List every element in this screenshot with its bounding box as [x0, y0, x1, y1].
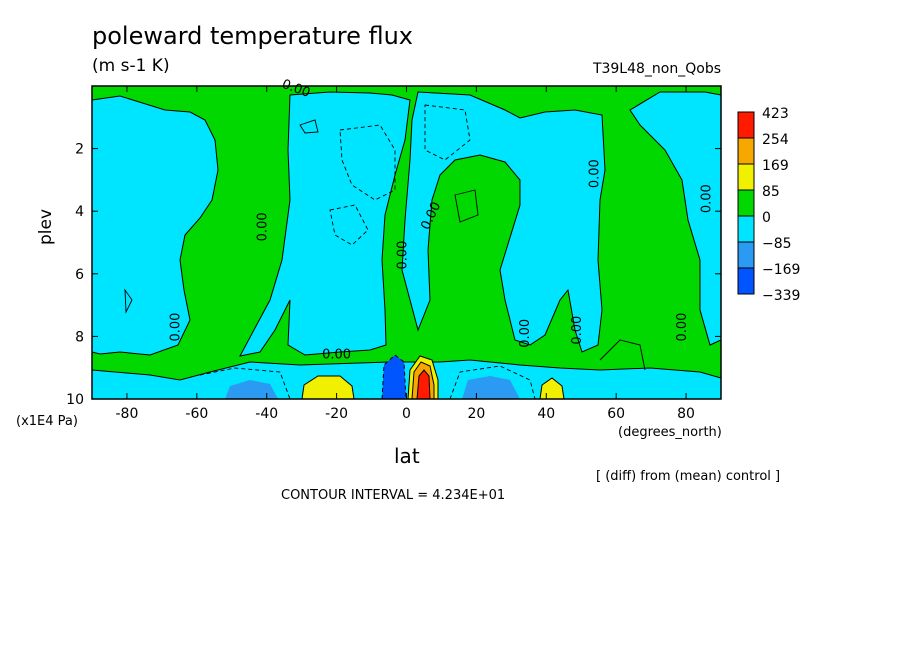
contour-label-2: 0.00 [322, 347, 351, 362]
contour-label-7: 0.00 [570, 316, 585, 345]
chart-units: (m s-1 K) [92, 56, 170, 76]
region-blue-dark [381, 354, 407, 399]
contour-interval: CONTOUR INTERVAL = 4.234E+01 [281, 488, 506, 503]
region-cyan-right-center [401, 91, 606, 353]
x-tick-label-1: -60 [185, 406, 208, 422]
x-tick-label-6: 40 [537, 406, 555, 422]
colorbar-label-5: −85 [762, 236, 792, 252]
x-tick-label-7: 60 [607, 406, 625, 422]
colorbar-label-1: 254 [762, 132, 789, 148]
colorbar-label-2: 169 [762, 158, 789, 174]
colorbar-label-0: 423 [762, 106, 789, 122]
x-tick-label-4: 0 [402, 406, 411, 422]
x-tick-label-0: -80 [116, 406, 139, 422]
region-cyan-left [92, 95, 219, 356]
chart-title: poleward temperature flux [92, 22, 414, 50]
contour-lines [124, 104, 646, 399]
x-tick-label-5: 20 [467, 406, 485, 422]
run-name: T39L48_non_Qobs [592, 61, 721, 77]
y-tick-label-0: 2 [75, 142, 84, 158]
colorbar-swatch-5 [737, 241, 755, 269]
y-axis-units: (x1E4 Pa) [16, 414, 78, 429]
contour-label-0: 0.00 [168, 313, 183, 342]
x-axis-units: (degrees_north) [618, 425, 722, 440]
contour-label-10: 0.00 [700, 184, 715, 213]
axes: -80 -60 -40 -20 0 20 40 60 80 2 4 6 8 10 [66, 86, 721, 422]
colorbar-label-4: 0 [762, 210, 771, 226]
colorbar-swatch-6 [737, 267, 755, 295]
colorbar-label-6: −169 [762, 262, 800, 278]
y-tick-label-3: 8 [75, 329, 84, 345]
x-axis-label: lat [394, 444, 420, 468]
contour-label-6: 0.00 [518, 319, 533, 348]
plot-field [92, 86, 721, 399]
region-cyan-center [239, 91, 411, 357]
contour-label-8: 0.00 [588, 159, 603, 188]
region-red [416, 369, 431, 399]
colorbar-label-3: 85 [762, 184, 780, 200]
colorbar-swatch-3 [737, 189, 755, 217]
contour-label-9: 0.00 [675, 313, 690, 342]
x-tick-label-2: -40 [255, 406, 278, 422]
contour-label-1: 0.00 [256, 212, 271, 241]
y-tick-label-2: 6 [75, 267, 84, 283]
x-tick-label-8: 80 [677, 406, 695, 422]
colorbar: 423 254 169 85 0 −85 −169 −339 [737, 106, 800, 304]
colorbar-swatch-2 [737, 163, 755, 191]
x-tick-label-3: -20 [325, 406, 348, 422]
colorbar-swatch-1 [737, 137, 755, 165]
y-tick-label-1: 4 [75, 204, 84, 220]
diff-note: [ (diff) from (mean) control ] [596, 469, 781, 484]
region-blue-mid-a [225, 380, 278, 399]
colorbar-swatch-4 [737, 215, 755, 243]
region-yellow-a [301, 375, 355, 399]
colorbar-swatch-0 [737, 111, 755, 139]
colorbar-label-7: −339 [762, 288, 800, 304]
region-cyan-right [629, 91, 721, 346]
y-tick-label-4: 10 [66, 392, 84, 408]
contour-label-4: 0.00 [396, 241, 411, 270]
